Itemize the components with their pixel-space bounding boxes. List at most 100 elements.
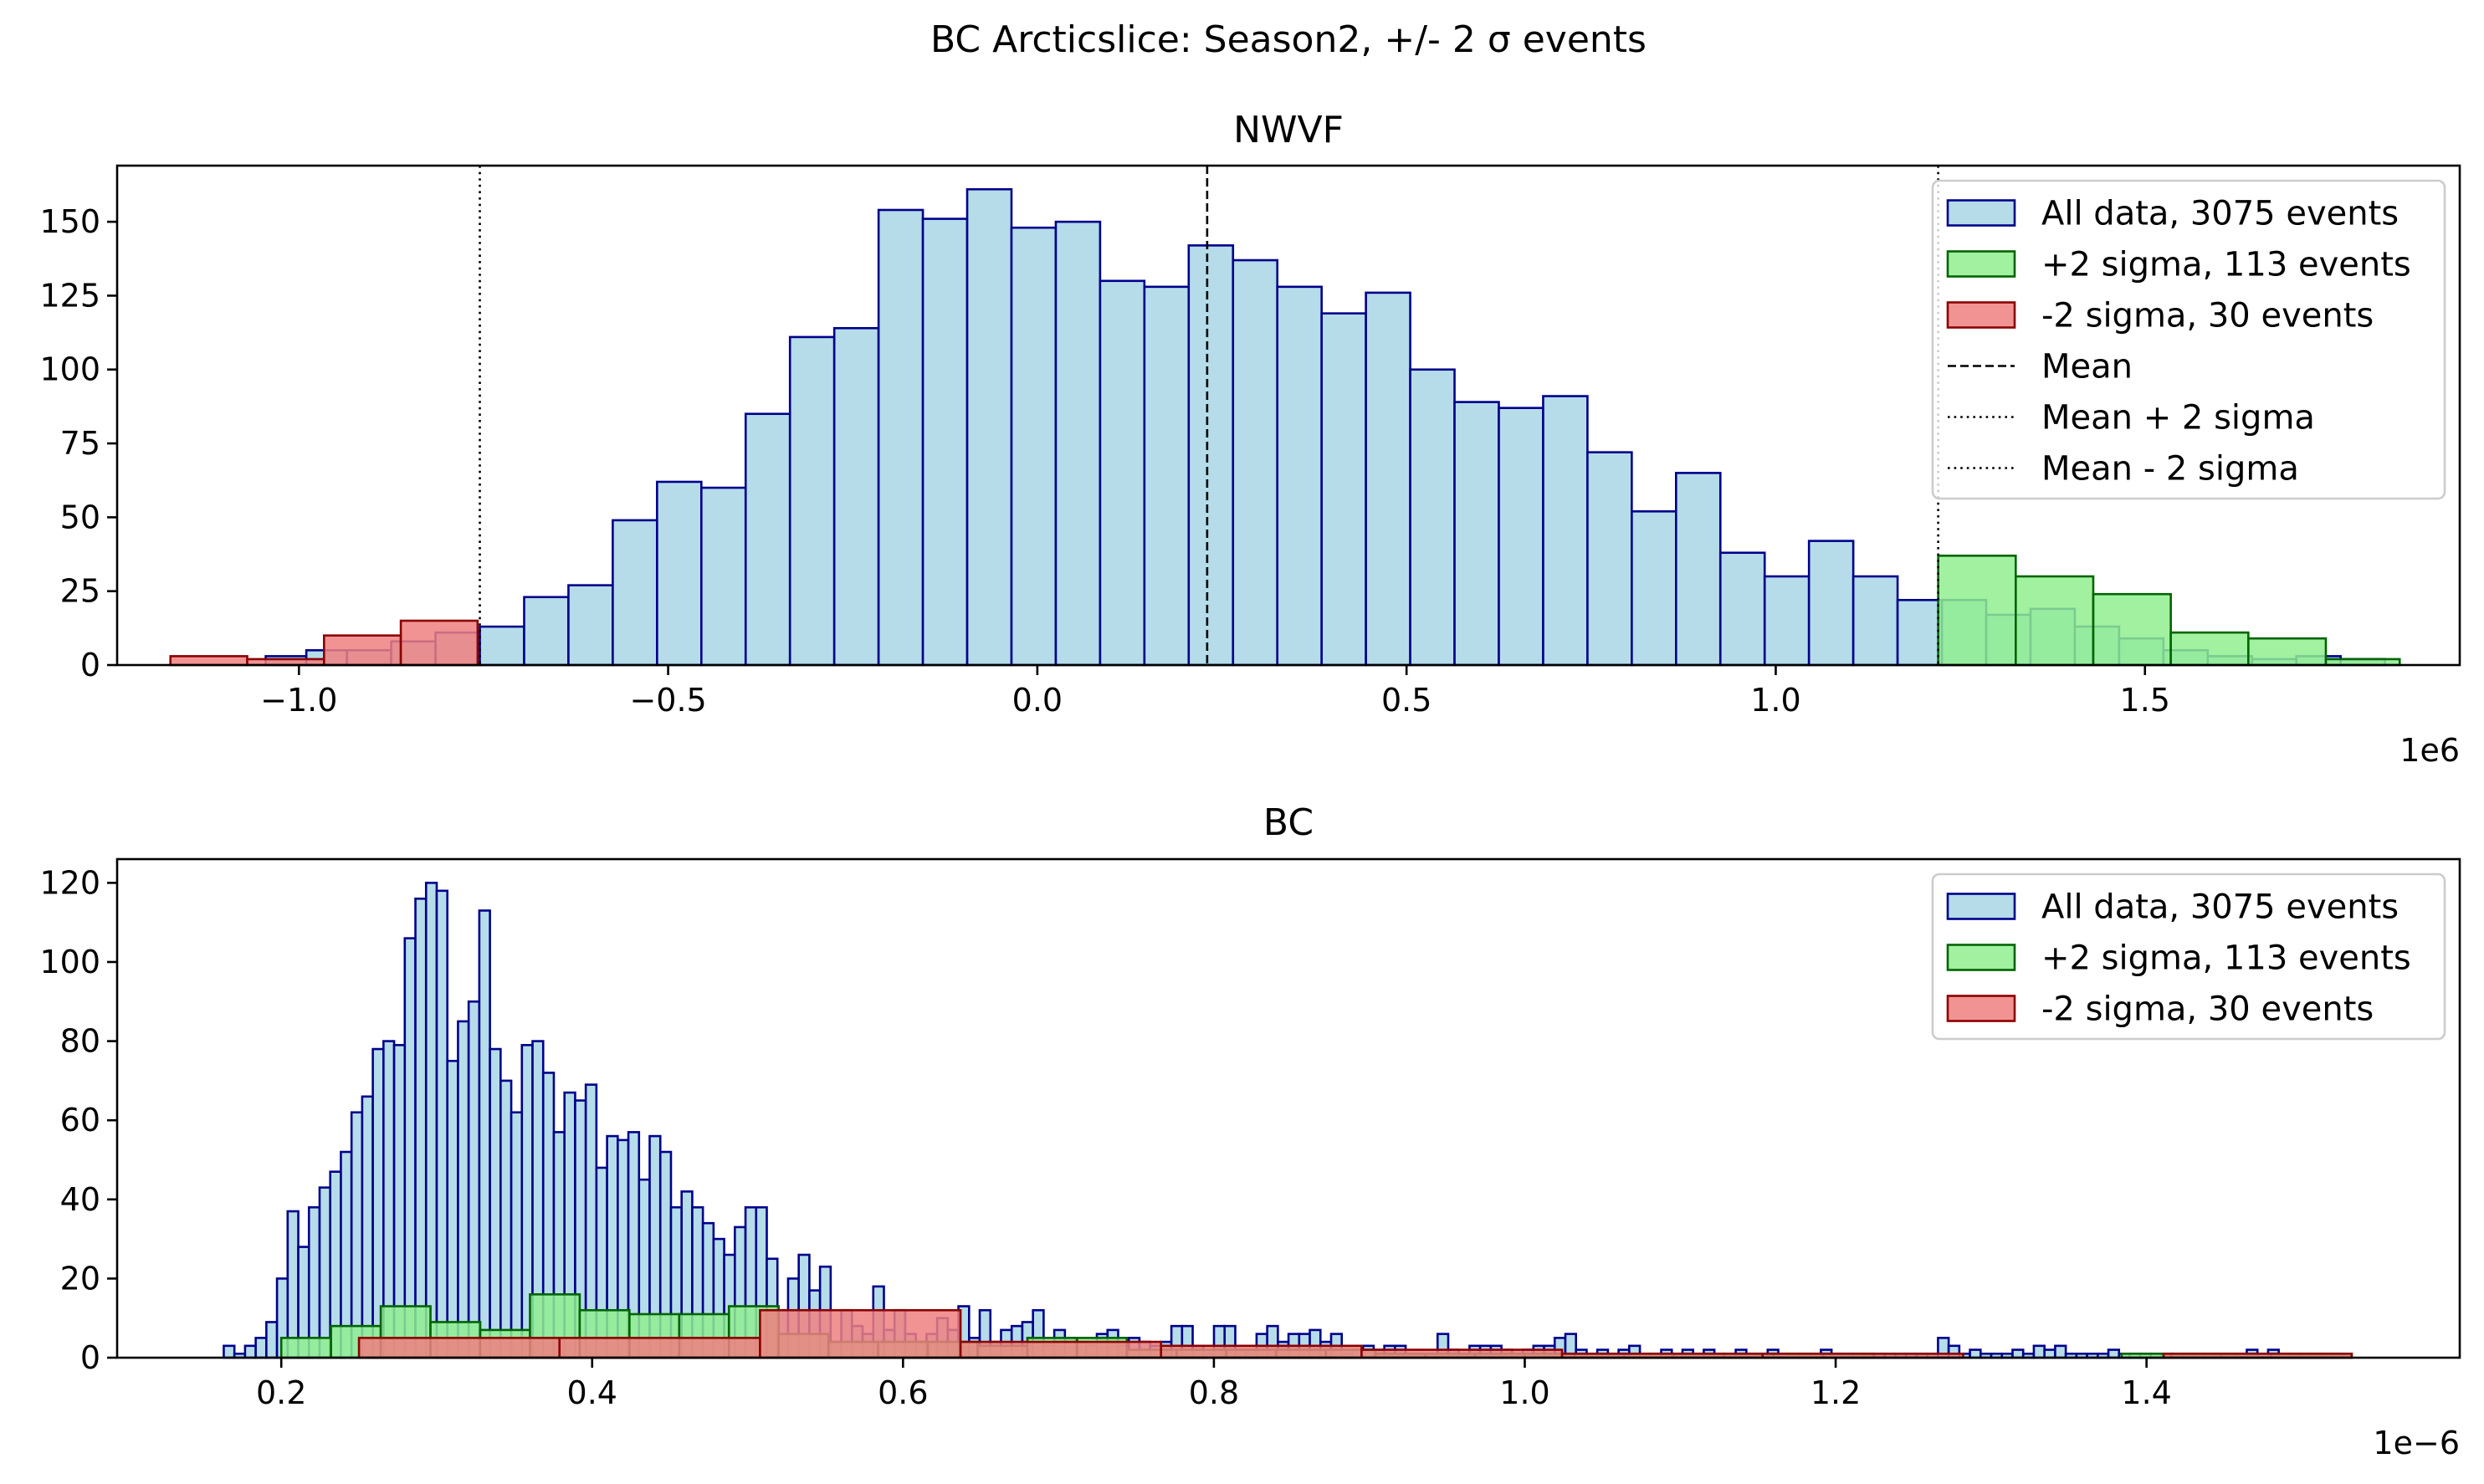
nwvf-bar-minus: [323, 634, 402, 667]
bc-bar-all: [223, 1344, 236, 1359]
nwvf-bar-all: [1718, 551, 1766, 667]
bc-xtick-label: 0.8: [1189, 1374, 1239, 1411]
bc-bar-all: [361, 1095, 374, 1359]
bc-ytick-label: 100: [39, 944, 100, 980]
nwvf-bar-all: [1409, 368, 1456, 667]
nwvf-bar-all: [1453, 401, 1500, 667]
bc-bar-all: [243, 1344, 257, 1359]
nwvf-xtick-label: 1.5: [2120, 682, 2170, 719]
nwvf-bar-all: [656, 480, 703, 667]
nwvf-bar-plus: [2015, 575, 2095, 667]
bc-bar-minus: [759, 1308, 962, 1359]
bc-xtick-label: 0.4: [567, 1374, 617, 1411]
nwvf-bar-plus: [2247, 637, 2328, 667]
nwvf-ytick-label: 100: [39, 351, 100, 388]
nwvf-bar-minus: [399, 619, 479, 667]
nwvf-xtick-label: 1.0: [1750, 682, 1800, 719]
bc-bar-minus: [558, 1337, 761, 1359]
nwvf-ytick-label: 75: [60, 425, 100, 462]
bc-x-offset-label: 1e−6: [2373, 1425, 2460, 1461]
bc-bar-all: [424, 882, 438, 1359]
nwvf-legend-swatch-minus: [1946, 301, 2016, 329]
nwvf-legend-label: +2 sigma, 113 events: [2041, 246, 2411, 284]
bc-legend: All data, 3075 events +2 sigma, 113 event…: [1931, 872, 2446, 1041]
nwvf-bar-all: [744, 412, 791, 667]
nwvf-ytick-label: 125: [39, 277, 100, 314]
bc-bar-all: [1969, 1348, 1982, 1359]
bc-legend-label: -2 sigma, 30 events: [2041, 990, 2374, 1029]
bc-bar-all: [457, 1020, 470, 1359]
bc-bar-all: [307, 1205, 321, 1359]
nwvf-bar-all: [479, 625, 525, 667]
nwvf-xtick-label: 0.0: [1012, 682, 1063, 719]
nwvf-legend-label: All data, 3075 events: [2041, 195, 2399, 233]
nwvf-legend-swatch-all: [1946, 199, 2016, 227]
bc-axes-frame: [115, 857, 2461, 1359]
bc-xtick-label: 1.2: [1811, 1374, 1861, 1411]
nwvf-ytick-label: 150: [39, 203, 100, 240]
bc-bar-all: [403, 937, 417, 1359]
nwvf-bar-all: [1675, 472, 1722, 667]
bc-legend-label: All data, 3075 events: [2041, 888, 2399, 927]
nwvf-legend-label: -2 sigma, 30 events: [2041, 297, 2374, 335]
bc-bar-all: [2107, 1348, 2121, 1359]
bc-ytick-label: 20: [60, 1260, 100, 1297]
bc-bar-all: [318, 1186, 332, 1359]
bc-ytick-label: 40: [60, 1181, 100, 1218]
bc-legend-swatch-all: [1946, 893, 2016, 920]
bc-xtick-label: 0.2: [256, 1374, 306, 1411]
bc-legend-swatch-plus: [1946, 944, 2016, 971]
nwvf-ytick-label: 25: [60, 573, 100, 610]
nwvf-chart-title: NWVF: [1233, 109, 1344, 151]
bc-bar-all: [446, 1059, 459, 1359]
nwvf-bar-all: [832, 326, 880, 667]
bc-bar-minus: [357, 1337, 561, 1359]
nwvf-xtick-label: 0.5: [1381, 682, 1432, 719]
bc-bar-minus: [1360, 1348, 1564, 1359]
nwvf-x-offset-label: 1e6: [2399, 732, 2460, 769]
nwvf-legend-label: Mean - 2 sigma: [2041, 450, 2299, 489]
nwvf-legend-label: Mean + 2 sigma: [2041, 399, 2315, 438]
nwvf-ytick-label: 50: [60, 499, 100, 535]
bc-ytick-label: 120: [39, 864, 100, 901]
bc-bar-all: [265, 1321, 279, 1359]
nwvf-bar-all: [612, 519, 658, 667]
nwvf-bar-all: [1896, 598, 1944, 667]
nwvf-bar-all: [567, 584, 614, 667]
bc-ytick-label: 0: [80, 1339, 100, 1376]
bc-bar-minus: [1160, 1344, 1363, 1359]
bc-legend-box: [1931, 872, 2446, 1041]
nwvf-bar-all: [1851, 575, 1899, 667]
bc-bar-all: [414, 898, 428, 1359]
bc-xtick-label: 1.0: [1499, 1374, 1549, 1411]
nwvf-bar-all: [965, 187, 1013, 667]
nwvf-bar-all: [700, 486, 747, 667]
nwvf-series-minus: [169, 619, 479, 667]
nwvf-legend-label: Mean: [2041, 348, 2133, 386]
bc-bar-all: [2032, 1344, 2046, 1359]
nwvf-legend-box: [1931, 179, 2446, 500]
bc-bar-all: [478, 909, 491, 1359]
bc-bar-plus: [279, 1337, 332, 1359]
nwvf-bar-all: [1586, 451, 1633, 667]
bc-bar-all: [254, 1337, 268, 1359]
bc-bar-all: [489, 1047, 502, 1359]
nwvf-bar-all: [1099, 279, 1146, 667]
nwvf-bar-all: [1054, 220, 1102, 667]
bc-chart-title: BC: [1263, 801, 1314, 844]
nwvf-legend-swatch-plus: [1946, 250, 2016, 278]
nwvf-histogram: −1.0 −0.5 0.0 0.5 1.0 1.5 0 25 50 75 100 125 150 1e6 A…: [39, 164, 2461, 769]
bc-legend-label: +2 sigma, 113 events: [2041, 939, 2411, 978]
bc-ytick-label: 80: [60, 1023, 100, 1060]
bc-bar-all: [499, 1079, 513, 1359]
nwvf-bar-plus: [1937, 554, 2017, 667]
nwvf-bar-all: [1010, 226, 1058, 667]
bc-series-minus: [357, 1308, 2353, 1359]
bc-xtick-label: 0.6: [878, 1374, 928, 1411]
nwvf-axes-frame: [115, 164, 2461, 667]
nwvf-bar-all: [1187, 244, 1235, 667]
nwvf-ytick-label: 0: [80, 647, 100, 683]
nwvf-series-plus: [1937, 554, 2401, 667]
nwvf-bar-all: [788, 335, 836, 667]
